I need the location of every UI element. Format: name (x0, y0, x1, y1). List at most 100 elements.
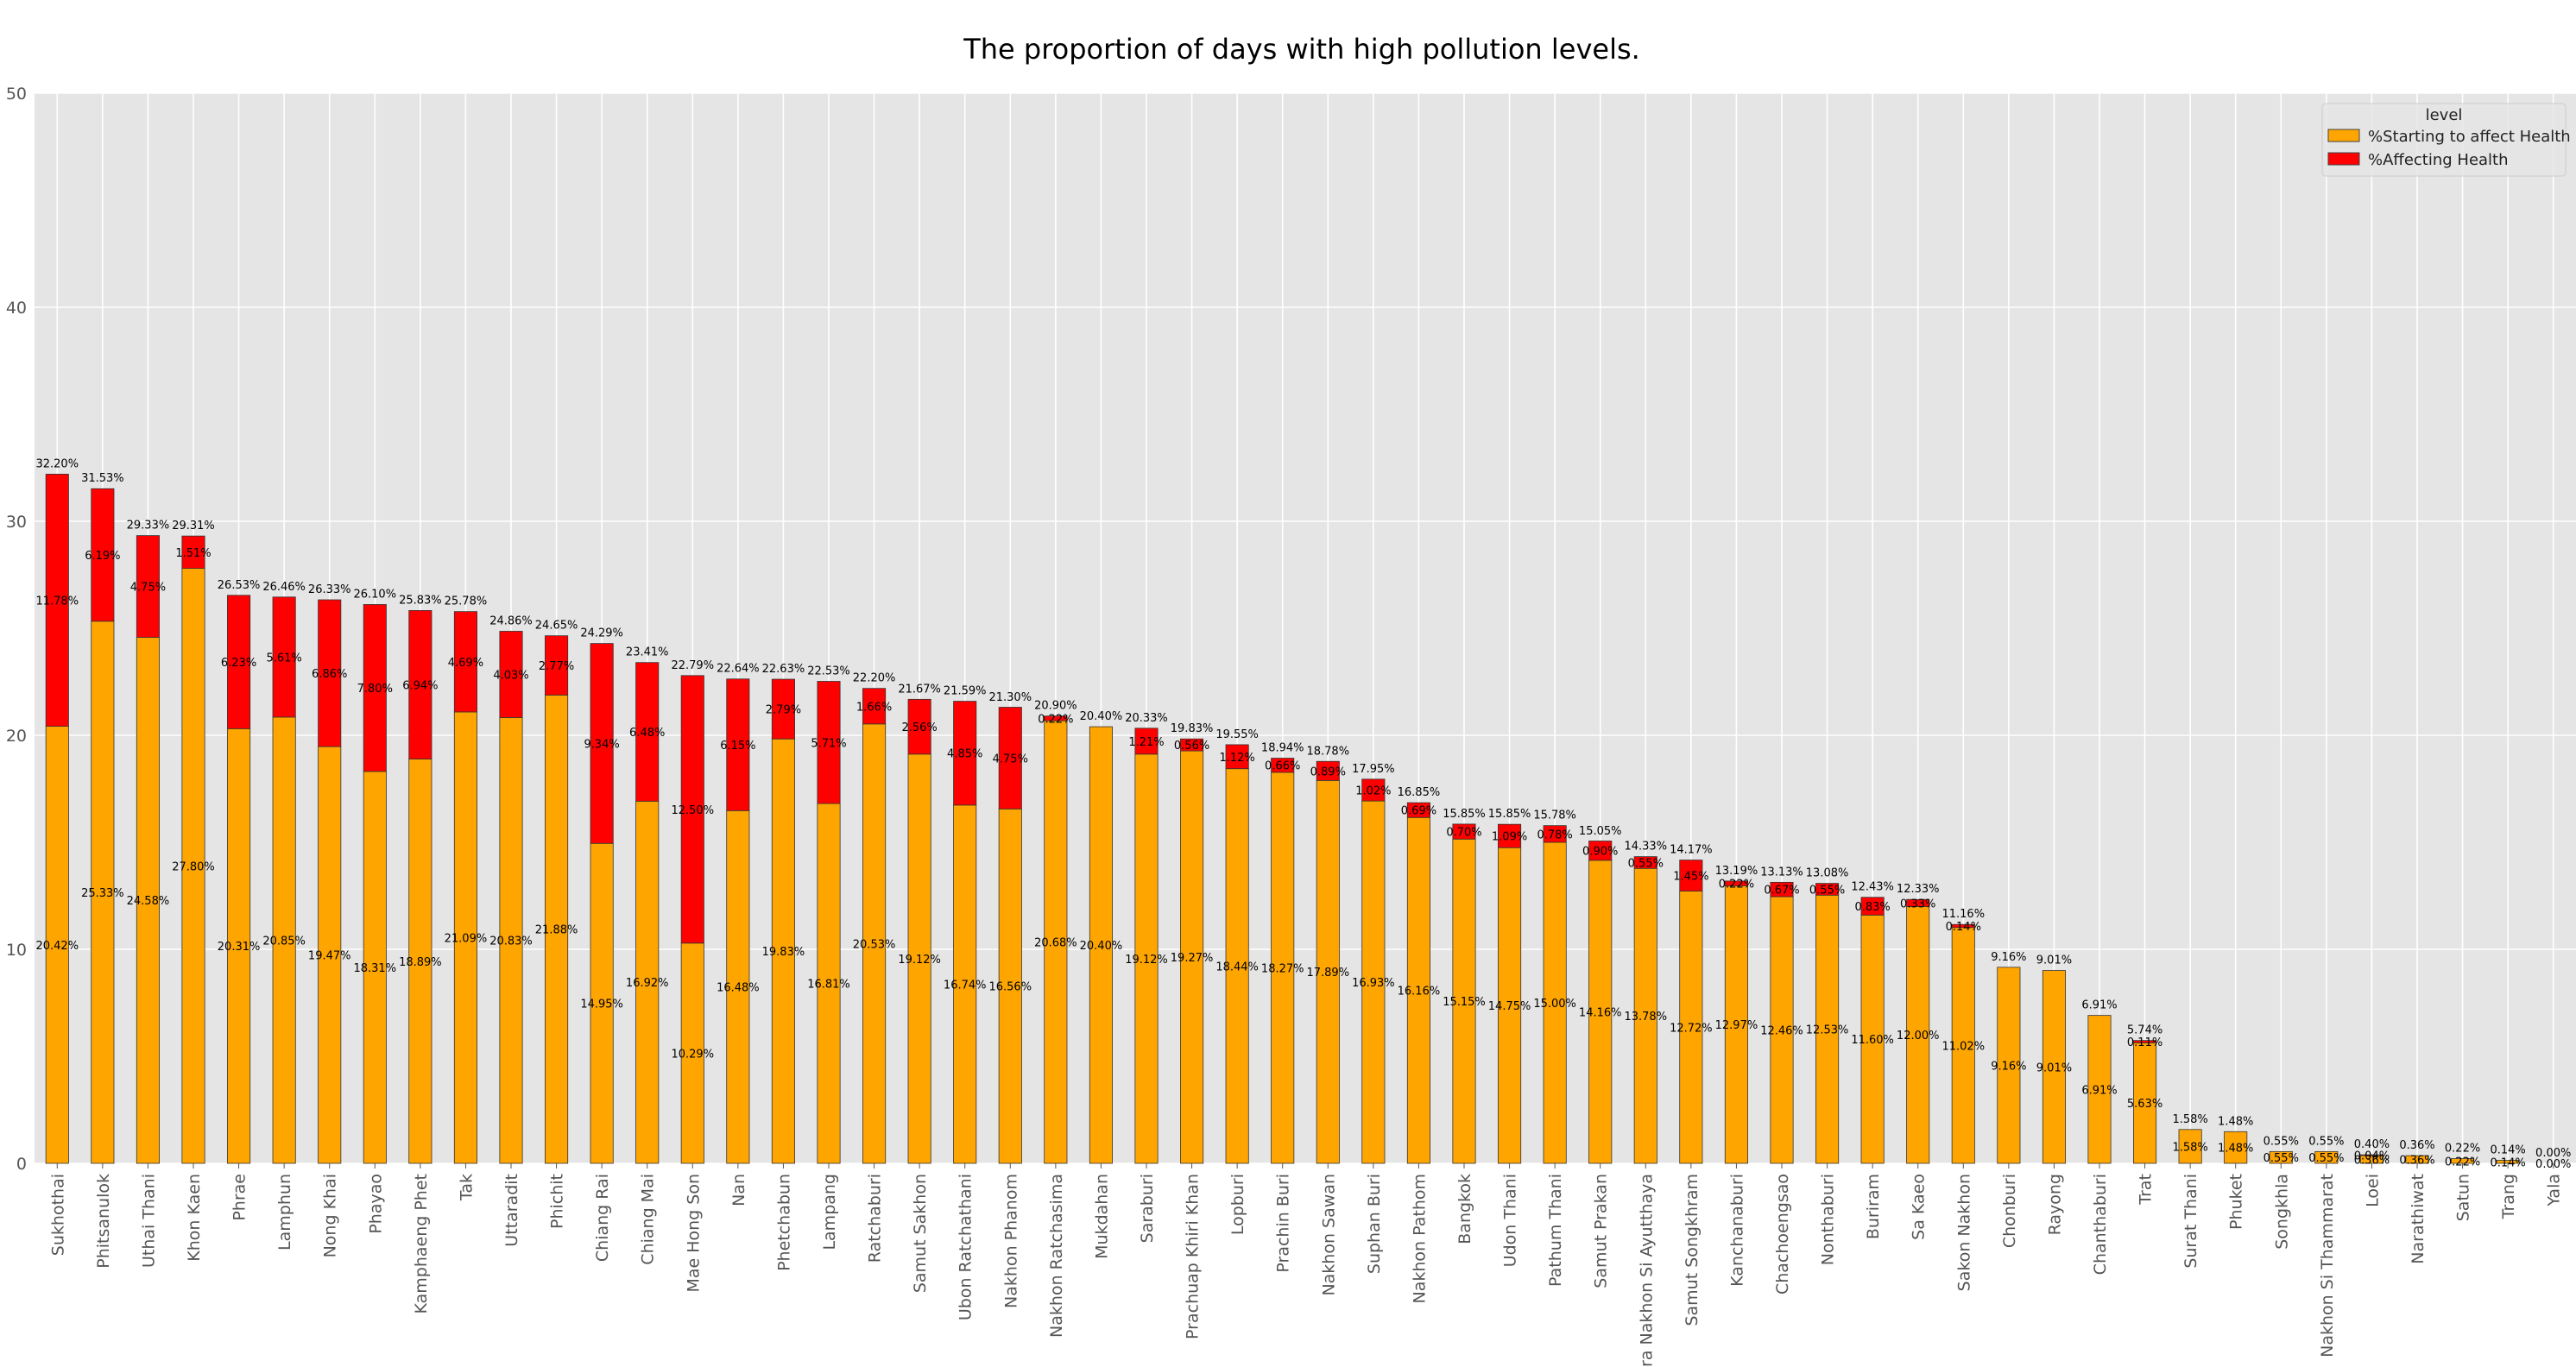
value-label-starting: 14.75% (1488, 1000, 1531, 1013)
bars (45, 474, 2520, 1164)
x-tick-label: Ubon Ratchathani (957, 1174, 975, 1320)
value-label-starting: 0.36% (2354, 1155, 2390, 1168)
value-label-affecting: 1.12% (1219, 752, 1254, 765)
x-tick-label: Phetchabun (774, 1174, 793, 1271)
chart-title: The proportion of days with high polluti… (963, 33, 1640, 66)
bar-starting-34 (1588, 860, 1613, 1164)
total-label: 0.36% (2399, 1139, 2434, 1152)
x-tick-label: Prachin Buri (1274, 1174, 1293, 1273)
value-label-starting: 17.89% (1306, 967, 1349, 980)
bar-affecting-29 (1361, 778, 1386, 802)
total-label: 19.55% (1215, 728, 1259, 741)
total-label: 22.79% (671, 659, 714, 672)
value-label-affecting: 2.79% (766, 704, 801, 717)
total-label: 15.85% (1443, 808, 1486, 821)
y-tick-label: 40 (6, 299, 27, 318)
bar-affecting-42 (1951, 923, 1975, 929)
value-label-affecting: 6.15% (720, 740, 755, 753)
x-tick-label: Samut Prakan (1592, 1174, 1611, 1288)
bar-starting-0 (45, 726, 69, 1164)
value-label-starting: 20.31% (218, 941, 261, 954)
value-label-affecting: 1.66% (856, 701, 892, 714)
value-label-starting: 9.01% (2036, 1061, 2072, 1074)
value-label-starting: 20.83% (489, 935, 533, 948)
value-label-affecting: 4.85% (947, 748, 982, 761)
total-label: 1.48% (2218, 1115, 2253, 1128)
y-tick-label: 50 (6, 85, 27, 104)
value-label-starting: 13.78% (1624, 1011, 1667, 1024)
total-label: 0.14% (2490, 1144, 2525, 1157)
value-label-starting: 16.16% (1398, 986, 1441, 998)
total-label: 18.78% (1306, 745, 1349, 758)
value-label-starting: 12.97% (1715, 1019, 1758, 1032)
total-label: 18.94% (1261, 741, 1304, 754)
total-label: 17.95% (1352, 763, 1395, 776)
bar-starting-39 (1815, 894, 1840, 1164)
value-label-affecting: 0.78% (1537, 828, 1572, 841)
total-label: 24.65% (535, 620, 578, 633)
value-label-affecting: 0.69% (1401, 805, 1436, 818)
value-label-affecting: 5.61% (266, 652, 301, 665)
value-label-starting: 27.80% (172, 860, 215, 873)
y-tick-label: 0 (16, 1155, 27, 1174)
x-tick-label: Nong Khai (321, 1174, 340, 1257)
bar-affecting-11 (545, 635, 569, 696)
bar-affecting-18 (862, 688, 887, 725)
x-tick-label: Saraburi (1138, 1174, 1157, 1243)
value-label-affecting: 0.22% (1038, 713, 1073, 726)
value-label-starting: 1.48% (2218, 1143, 2253, 1156)
total-label: 20.40% (1080, 710, 1123, 723)
x-tick-label: Uthai Thani (139, 1174, 158, 1268)
bar-starting-18 (862, 723, 887, 1164)
total-label: 24.29% (580, 627, 623, 640)
x-tick-label: Nakhon Sawan (1319, 1174, 1338, 1296)
total-label: 21.59% (944, 685, 987, 698)
total-label: 20.90% (1034, 700, 1077, 713)
total-label: 22.20% (853, 671, 896, 684)
bar-starting-23 (1089, 726, 1113, 1164)
bar-affecting-5 (272, 596, 296, 718)
x-tick-label: Phitsanulok (94, 1174, 113, 1269)
x-tick-label: Phra Nakhon Si Ayutthaya (1637, 1174, 1656, 1367)
value-label-affecting: 1.09% (1492, 831, 1527, 844)
bar-affecting-9 (453, 611, 477, 713)
total-label: 21.30% (988, 691, 1032, 704)
bar-affecting-4 (227, 595, 251, 729)
bar-affecting-46 (2133, 1040, 2157, 1043)
bar-starting-27 (1271, 772, 1295, 1164)
bar-affecting-20 (953, 701, 977, 806)
total-label: 12.33% (1897, 883, 1940, 896)
value-label-affecting: 0.90% (1582, 846, 1618, 859)
bar-starting-36 (1679, 891, 1703, 1164)
total-label: 14.33% (1624, 841, 1667, 854)
x-tick-label: Surat Thani (2181, 1174, 2200, 1269)
bar-starting-28 (1316, 779, 1340, 1164)
bar-affecting-40 (1860, 897, 1885, 916)
value-label-affecting: 6.48% (629, 727, 665, 740)
x-tick-label: Nonthaburi (1819, 1174, 1838, 1265)
value-label-affecting: 4.69% (448, 657, 483, 670)
value-label-starting: 14.16% (1579, 1006, 1622, 1019)
value-label-affecting: 1.45% (1673, 871, 1708, 884)
value-label-starting: 12.00% (1897, 1030, 1940, 1043)
bar-affecting-12 (590, 643, 614, 844)
value-label-affecting: 0.56% (1174, 740, 1209, 753)
bar-affecting-6 (318, 599, 342, 747)
x-tick-label: Nan (729, 1174, 748, 1206)
bar-affecting-0 (45, 474, 69, 727)
bar-affecting-1 (91, 488, 115, 622)
value-label-starting: 0.14% (2490, 1156, 2525, 1169)
bar-starting-45 (2087, 1015, 2112, 1164)
x-tick-label: Ratchaburi (866, 1174, 885, 1263)
value-label-starting: 20.42% (35, 940, 79, 953)
value-label-affecting: 6.94% (402, 679, 438, 692)
total-label: 22.53% (807, 665, 850, 677)
value-label-starting: 18.27% (1261, 962, 1304, 975)
bar-starting-17 (817, 803, 841, 1164)
bar-affecting-24 (1134, 728, 1159, 755)
bar-starting-47 (2178, 1129, 2202, 1164)
x-tick-label: Nakhon Phanom (1001, 1174, 1020, 1308)
total-label: 13.13% (1760, 866, 1803, 879)
x-tick-label: Nakhon Pathom (1410, 1174, 1429, 1303)
total-label: 15.05% (1579, 825, 1622, 838)
